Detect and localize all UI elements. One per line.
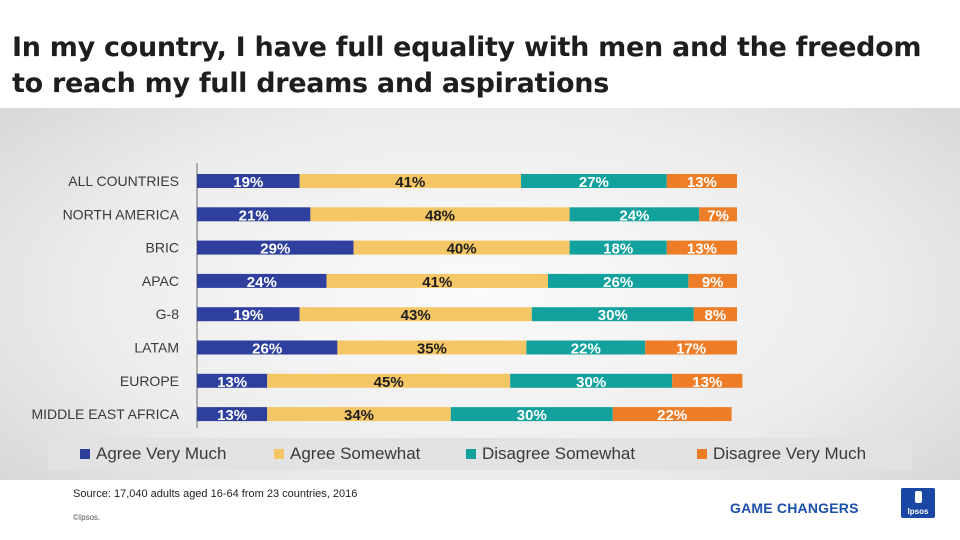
data-label-agree-somewhat-north-america: 48%	[425, 207, 455, 224]
bar-segment-agree-very-much-all-countries	[197, 174, 300, 188]
data-label-disagree-very-much-all-countries: 13%	[687, 174, 717, 191]
bar-segment-disagree-somewhat-g-8	[531, 307, 694, 322]
copyright-note: ©Ipsos.	[73, 513, 101, 522]
data-label-agree-very-much-bric: 29%	[260, 241, 290, 258]
category-label-bric: BRIC	[146, 240, 179, 256]
chart-legend: Agree Very Much Agree Somewhat Disagree …	[48, 438, 912, 470]
legend-label: Disagree Very Much	[713, 444, 867, 463]
bar-segment-disagree-very-much-g-8	[693, 307, 737, 322]
bar-segment-agree-very-much-europe	[197, 373, 268, 388]
bar-segment-agree-somewhat-middle-east-africa	[267, 407, 451, 422]
data-label-agree-very-much-g-8: 19%	[233, 307, 263, 324]
legend-item-agree-very-much: Agree Very Much	[80, 444, 226, 464]
data-label-disagree-very-much-middle-east-africa: 22%	[657, 407, 687, 424]
bar-segment-agree-somewhat-g-8	[299, 307, 532, 322]
data-label-agree-very-much-apac: 24%	[247, 274, 277, 291]
ipsos-logo: Ipsos	[901, 488, 935, 518]
data-label-disagree-very-much-g-8: 8%	[705, 307, 727, 324]
game-changers-brand: GAME CHANGERS	[730, 500, 859, 516]
bar-segment-agree-somewhat-europe	[267, 373, 511, 388]
bar-segment-disagree-very-much-bric	[666, 240, 737, 255]
data-label-disagree-somewhat-g-8: 30%	[598, 307, 628, 324]
stacked-bar-chart: ALL COUNTRIES 19% 41% 27% 13% NORTH AMERICA 21…	[31, 163, 743, 428]
data-label-disagree-very-much-apac: 9%	[702, 274, 724, 291]
bar-segment-disagree-very-much-north-america	[699, 207, 737, 222]
category-label-g-8: G-8	[156, 306, 180, 322]
bar-segment-agree-somewhat-apac	[326, 273, 548, 288]
data-label-agree-somewhat-all-countries: 41%	[395, 174, 425, 191]
category-label-all-countries: ALL COUNTRIES	[68, 173, 179, 189]
data-label-disagree-very-much-latam: 17%	[676, 341, 706, 358]
legend-item-disagree-very-much: Disagree Very Much	[697, 444, 866, 464]
legend-item-agree-somewhat: Agree Somewhat	[274, 444, 420, 464]
data-label-agree-somewhat-europe: 45%	[374, 374, 404, 391]
bar-segment-disagree-very-much-all-countries	[666, 174, 737, 188]
category-label-europe: EUROPE	[120, 373, 179, 389]
bar-segment-disagree-very-much-europe	[672, 373, 743, 388]
source-note: Source: 17,040 adults aged 16-64 from 23…	[73, 488, 358, 500]
bar-segment-disagree-somewhat-middle-east-africa	[450, 407, 613, 422]
legend-label: Disagree Somewhat	[482, 444, 636, 463]
legend-swatch	[80, 449, 90, 459]
bar-segment-disagree-somewhat-europe	[510, 373, 673, 388]
legend-swatch	[274, 449, 284, 459]
logo-text: Ipsos	[907, 507, 929, 516]
data-label-agree-somewhat-middle-east-africa: 34%	[344, 407, 374, 424]
legend-swatch	[697, 449, 707, 459]
data-label-disagree-somewhat-bric: 18%	[603, 241, 633, 258]
data-label-agree-very-much-europe: 13%	[217, 374, 247, 391]
data-label-agree-very-much-all-countries: 19%	[233, 174, 263, 191]
bar-segment-disagree-very-much-apac	[688, 273, 737, 288]
bar-segment-agree-somewhat-latam	[337, 340, 527, 355]
legend-swatch	[466, 449, 476, 459]
data-label-agree-very-much-north-america: 21%	[239, 207, 269, 224]
bar-segment-agree-very-much-latam	[197, 340, 338, 355]
data-label-disagree-somewhat-apac: 26%	[603, 274, 633, 291]
bar-segment-disagree-somewhat-all-countries	[521, 174, 667, 188]
data-label-agree-somewhat-bric: 40%	[447, 241, 477, 258]
bar-segment-agree-somewhat-all-countries	[299, 174, 521, 188]
bar-segment-agree-very-much-middle-east-africa	[197, 407, 268, 422]
legend-item-disagree-somewhat: Disagree Somewhat	[466, 444, 635, 464]
bar-segment-agree-very-much-apac	[197, 273, 327, 288]
bar-segment-agree-somewhat-north-america	[310, 207, 570, 222]
data-label-agree-somewhat-latam: 35%	[417, 341, 447, 358]
data-label-agree-somewhat-g-8: 43%	[401, 307, 431, 324]
data-label-disagree-somewhat-europe: 30%	[576, 374, 606, 391]
data-label-disagree-somewhat-north-america: 24%	[619, 207, 649, 224]
data-label-disagree-somewhat-latam: 22%	[571, 341, 601, 358]
logo-mark-icon	[915, 491, 922, 503]
data-label-disagree-very-much-bric: 13%	[687, 241, 717, 258]
bar-segment-agree-very-much-north-america	[197, 207, 311, 222]
bar-segment-agree-very-much-g-8	[197, 307, 300, 322]
data-label-agree-somewhat-apac: 41%	[422, 274, 452, 291]
data-label-agree-very-much-latam: 26%	[252, 341, 282, 358]
category-label-north-america: NORTH AMERICA	[63, 206, 180, 222]
bar-segment-disagree-somewhat-bric	[569, 240, 667, 255]
data-label-disagree-somewhat-all-countries: 27%	[579, 174, 609, 191]
category-label-latam: LATAM	[134, 340, 179, 356]
bar-segment-agree-somewhat-bric	[353, 240, 570, 255]
bar-segment-disagree-somewhat-apac	[548, 273, 689, 288]
data-label-disagree-very-much-europe: 13%	[692, 374, 722, 391]
category-label-middle-east-africa: MIDDLE EAST AFRICA	[31, 406, 179, 422]
bar-segment-agree-very-much-bric	[197, 240, 354, 255]
category-label-apac: APAC	[142, 273, 179, 289]
data-label-disagree-very-much-north-america: 7%	[707, 207, 729, 224]
bar-segment-disagree-somewhat-latam	[526, 340, 646, 355]
data-label-disagree-somewhat-middle-east-africa: 30%	[517, 407, 547, 424]
bar-segment-disagree-somewhat-north-america	[569, 207, 700, 222]
chart-title: In my country, I have full equality with…	[12, 32, 922, 99]
legend-label: Agree Very Much	[96, 444, 227, 463]
legend-label: Agree Somewhat	[290, 444, 421, 463]
bar-segment-disagree-very-much-latam	[645, 340, 737, 355]
bar-segment-disagree-very-much-middle-east-africa	[612, 407, 732, 422]
data-label-agree-very-much-middle-east-africa: 13%	[217, 407, 247, 424]
